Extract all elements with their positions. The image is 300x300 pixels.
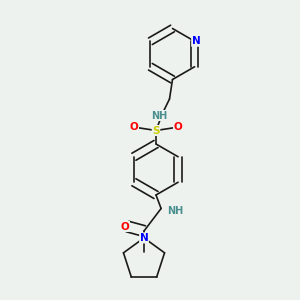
Text: O: O bbox=[173, 122, 182, 133]
Text: N: N bbox=[192, 36, 200, 46]
Text: O: O bbox=[121, 221, 130, 232]
Text: O: O bbox=[130, 122, 139, 133]
Text: NH: NH bbox=[151, 110, 167, 121]
Text: S: S bbox=[152, 125, 160, 136]
Text: NH: NH bbox=[167, 206, 183, 217]
Text: N: N bbox=[140, 233, 148, 243]
